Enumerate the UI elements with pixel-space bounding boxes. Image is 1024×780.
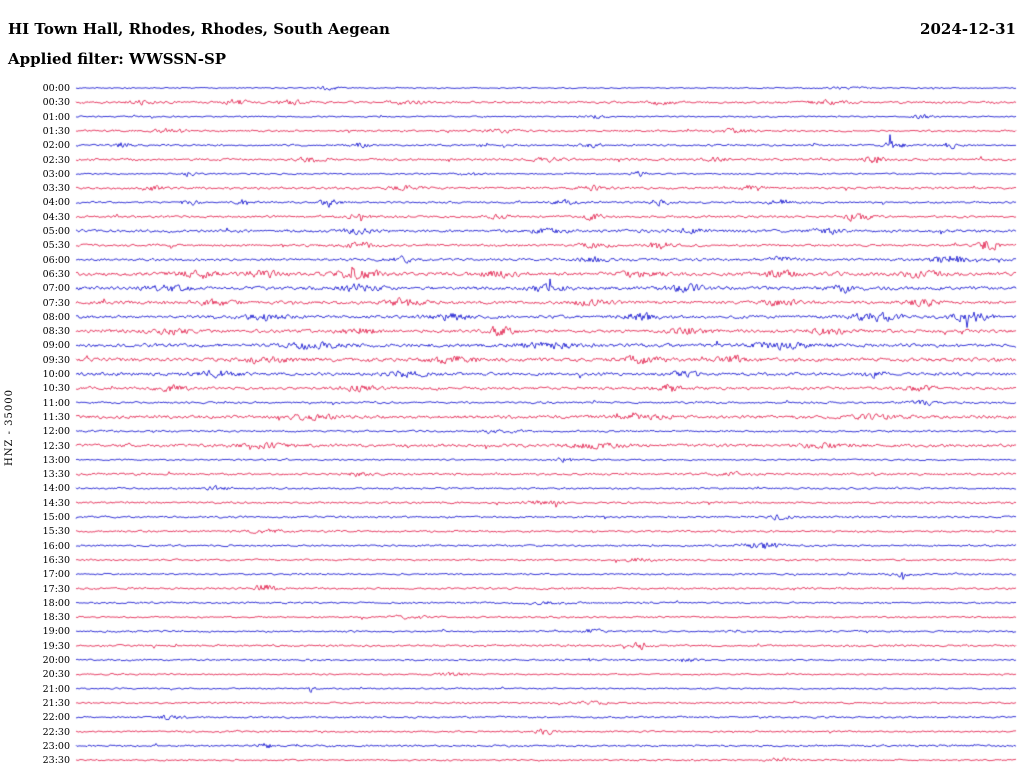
time-label: 22:30 (42, 726, 70, 738)
time-label: 11:30 (42, 411, 70, 423)
filter-label: Applied filter: WWSSN-SP (8, 50, 227, 68)
time-label: 09:30 (42, 354, 70, 366)
time-label: 05:30 (42, 240, 70, 252)
time-label: 02:00 (42, 140, 70, 152)
time-label: 17:00 (42, 569, 70, 581)
time-label: 13:00 (42, 454, 70, 466)
time-label: 03:00 (42, 168, 70, 180)
time-label: 19:30 (42, 640, 70, 652)
time-label: 21:30 (42, 697, 70, 709)
time-label: 01:00 (42, 111, 70, 123)
time-label: 04:30 (42, 211, 70, 223)
time-label: 15:30 (42, 526, 70, 538)
time-label: 18:00 (42, 597, 70, 609)
time-label: 10:30 (42, 383, 70, 395)
time-label: 22:00 (42, 712, 70, 724)
time-label: 11:00 (42, 397, 70, 409)
time-label: 14:30 (42, 497, 70, 509)
time-label: 20:30 (42, 669, 70, 681)
time-label: 00:00 (42, 83, 70, 94)
time-label: 13:30 (42, 469, 70, 481)
time-label: 16:30 (42, 554, 70, 566)
time-label: 06:00 (42, 254, 70, 266)
time-label: 17:30 (42, 583, 70, 595)
time-label: 20:00 (42, 655, 70, 666)
time-label: 00:30 (42, 97, 70, 109)
time-label: 07:30 (42, 297, 70, 309)
time-label: 12:30 (42, 440, 70, 452)
time-label: 07:00 (42, 283, 70, 295)
time-label: 05:00 (42, 226, 70, 237)
time-label: 08:00 (42, 311, 70, 323)
station-title: HI Town Hall, Rhodes, Rhodes, South Aege… (8, 20, 390, 38)
time-label: 01:30 (42, 125, 70, 137)
time-label: 06:30 (42, 268, 70, 280)
record-date: 2024-12-31 (920, 20, 1016, 38)
time-label: 09:00 (42, 340, 70, 352)
time-label: 10:00 (42, 369, 70, 380)
time-label: 04:00 (42, 197, 70, 209)
time-label: 15:00 (42, 512, 70, 523)
time-label: 23:00 (42, 740, 70, 752)
time-label: 23:30 (42, 755, 70, 767)
time-label: 18:30 (42, 612, 70, 624)
time-label: 02:30 (42, 154, 70, 166)
time-label: 16:00 (42, 540, 70, 552)
time-label: 08:30 (42, 326, 70, 338)
time-label: 19:00 (42, 626, 70, 638)
time-label: 14:00 (42, 483, 70, 495)
time-label: 21:00 (42, 683, 70, 695)
time-label: 12:00 (42, 426, 70, 438)
time-label: 03:30 (42, 183, 70, 195)
